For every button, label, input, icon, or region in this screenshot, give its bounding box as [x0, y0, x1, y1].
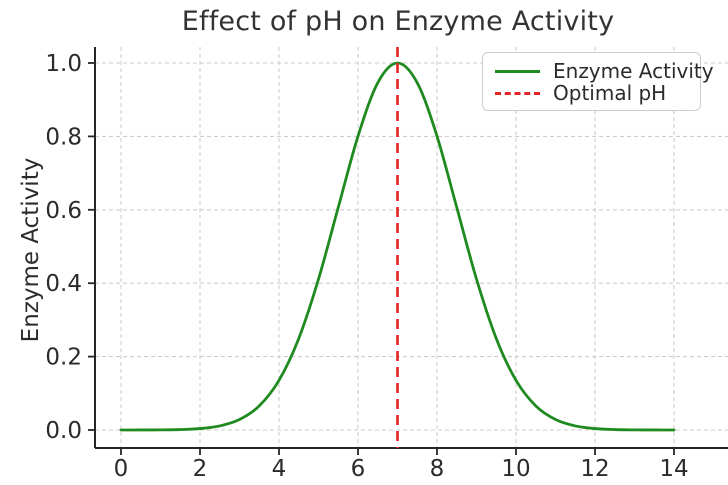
x-tick-label: 2	[193, 456, 208, 482]
x-tick-label: 4	[272, 456, 287, 482]
y-tick-label: 0.4	[45, 271, 82, 297]
y-tick-label: 1.0	[45, 51, 82, 77]
legend-item-enzyme-activity: Enzyme Activity	[495, 59, 714, 83]
x-tick-label: 12	[580, 456, 609, 482]
y-tick-label: 0.2	[45, 345, 82, 371]
x-tick-label: 0	[114, 456, 129, 482]
x-tick-label: 6	[351, 456, 366, 482]
x-tick-label: 8	[430, 456, 445, 482]
x-tick-label: 14	[659, 456, 688, 482]
y-tick-label: 0.0	[45, 418, 82, 444]
legend-green-line-icon	[495, 69, 540, 73]
legend-item-optimal-ph: Optimal pH	[495, 81, 688, 105]
x-tick-label: 10	[501, 456, 530, 482]
legend-label-enzyme-activity: Enzyme Activity	[553, 59, 714, 83]
y-tick-label: 0.6	[45, 198, 82, 224]
y-tick-label: 0.8	[45, 124, 82, 150]
legend-red-dashed-line-icon	[495, 91, 540, 95]
legend: Enzyme Activity Optimal pH	[482, 52, 714, 111]
chart-title: Effect of pH on Enzyme Activity	[181, 6, 615, 37]
legend-label-optimal-ph: Optimal pH	[553, 81, 667, 105]
